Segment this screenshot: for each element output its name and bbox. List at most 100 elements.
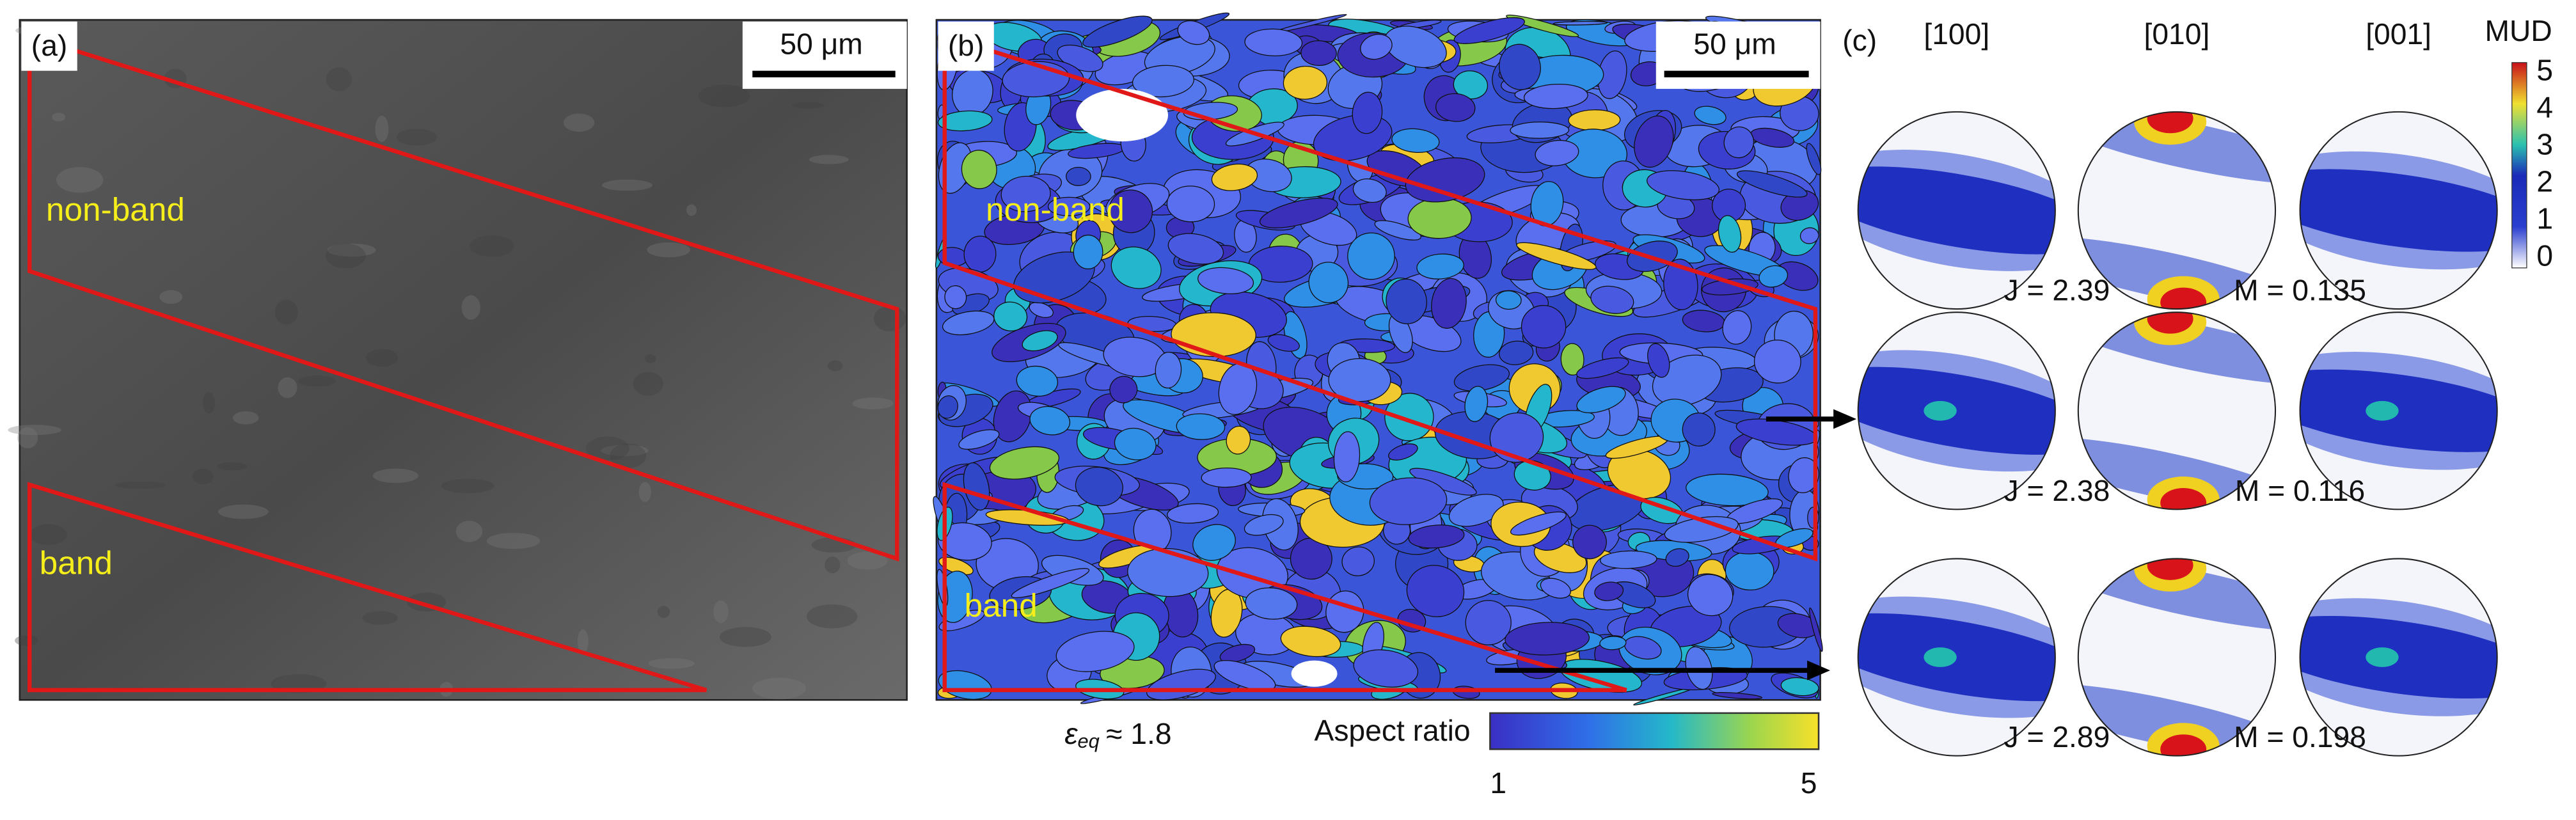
sem-spot [232,411,259,425]
sem-spot [455,521,483,542]
pole-figure [1858,111,2055,310]
sem-spot [874,306,906,331]
colorbar-title: Aspect ratio [1315,714,1471,747]
sem-spot [159,290,183,304]
grain [937,110,993,132]
sem-spot [610,443,647,468]
sem-spot [29,524,67,546]
grain [1576,357,1629,379]
grain [1594,581,1624,601]
arrowhead [1807,660,1831,681]
sem-spot [17,427,38,449]
grain [1075,466,1123,507]
sem-spot [752,677,806,700]
grain [1694,106,1727,125]
sem-image [19,19,908,701]
strain-value: ≈ 1.8 [1106,717,1171,750]
sem-spot [274,299,299,325]
label-box [21,21,77,71]
grain [937,395,958,419]
grain [1499,340,1534,365]
sem-spot [638,482,651,502]
mud-max: M = 0.116 [2235,474,2365,507]
grain [1369,477,1448,525]
sem-spot [827,360,843,372]
grain [1523,84,1588,109]
non-band-region [942,33,1818,562]
sem-spot [461,295,480,320]
pole-figure [2300,111,2497,310]
pf-contour [1858,166,2055,255]
grain [1489,412,1544,463]
sem-spot [375,115,389,142]
sem-spot [470,235,514,257]
grain [1652,354,1722,406]
texture-index: J = 2.38 [2004,474,2110,507]
grain [1352,178,1387,203]
grain [1572,524,1607,560]
pf-outline [1857,311,2056,510]
grain [1114,427,1157,461]
colorbar-tick-label: 3 [2536,128,2553,161]
grain [1702,278,1758,296]
grain [1723,126,1755,159]
pf-contour [2366,647,2399,667]
panel-label: (a) [31,29,68,62]
grain [1540,578,1571,599]
sem-spot [192,468,214,485]
colorbar-tick-label: 1 [1490,766,1506,800]
grain [1448,494,1504,527]
grain [958,429,1000,450]
grain [1576,386,1626,414]
grain [1499,43,1541,90]
texture-index: J = 2.89 [2004,720,2110,753]
grain [1718,215,1742,253]
grain [1505,622,1590,656]
grain [1280,626,1341,658]
grain [1132,65,1194,98]
colorbar-tick-label: 2 [2536,165,2553,198]
grain [1167,233,1224,265]
grain [1047,196,1091,217]
grain [1352,91,1383,134]
grain [1226,425,1251,455]
grain [1167,503,1219,524]
colorbar [2511,62,2527,269]
sem-spot [486,533,541,549]
grain [1599,636,1627,650]
grain [1176,413,1226,440]
grain [1082,15,1153,48]
sem-spot [601,445,649,457]
pf-outline [1857,558,2056,757]
pole-figure-title: [001] [2366,17,2431,51]
pole-figure-title: [100] [1924,17,1989,51]
sem-spot [217,462,248,471]
pf-outline [2077,558,2277,757]
grain [1055,631,1135,672]
pf-outline [2077,111,2277,310]
pole-figures: J = 2.39 M = 0.135 J = 2.38 M = 0.116 J = 2.… [1857,111,2498,757]
sem-spot [217,504,269,519]
grain [1300,40,1337,67]
grain [1736,170,1808,198]
grain [1465,600,1512,645]
panel-label: (b) [948,29,984,62]
colorbar-tick-label: 5 [1801,766,1817,800]
grain [1244,28,1303,56]
arrowhead [1833,409,1857,429]
grain [1283,65,1328,100]
grain [1464,386,1489,422]
pole-figure [1858,312,2055,510]
pf-pole [2147,558,2193,580]
grain [1011,568,1090,599]
grain [1341,546,1375,576]
grain [1259,198,1338,228]
sem-spot [202,391,216,414]
grain [1590,285,1634,314]
sem-spot [852,397,894,409]
sem-spot [633,372,663,396]
sem-spot [713,600,729,624]
grain [1388,443,1418,461]
sem-spot [372,468,419,484]
